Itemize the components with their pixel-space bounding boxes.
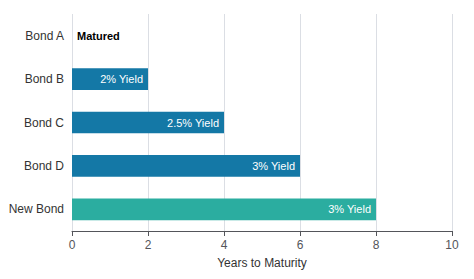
svg-text:6: 6 bbox=[297, 238, 304, 252]
svg-text:4: 4 bbox=[221, 238, 228, 252]
svg-text:3% Yield: 3% Yield bbox=[328, 203, 371, 215]
svg-text:2: 2 bbox=[145, 238, 152, 252]
svg-text:New Bond: New Bond bbox=[9, 202, 64, 216]
svg-text:2% Yield: 2% Yield bbox=[100, 73, 143, 85]
svg-text:Matured: Matured bbox=[77, 30, 120, 42]
svg-text:2.5% Yield: 2.5% Yield bbox=[167, 117, 219, 129]
svg-text:Bond B: Bond B bbox=[25, 72, 64, 86]
svg-text:8: 8 bbox=[373, 238, 380, 252]
svg-text:Bond A: Bond A bbox=[25, 29, 64, 43]
svg-text:Years to Maturity: Years to Maturity bbox=[217, 256, 307, 270]
svg-text:Bond D: Bond D bbox=[24, 159, 64, 173]
svg-text:Bond C: Bond C bbox=[24, 116, 64, 130]
svg-text:3% Yield: 3% Yield bbox=[252, 160, 295, 172]
svg-text:0: 0 bbox=[69, 238, 76, 252]
svg-text:10: 10 bbox=[445, 238, 459, 252]
